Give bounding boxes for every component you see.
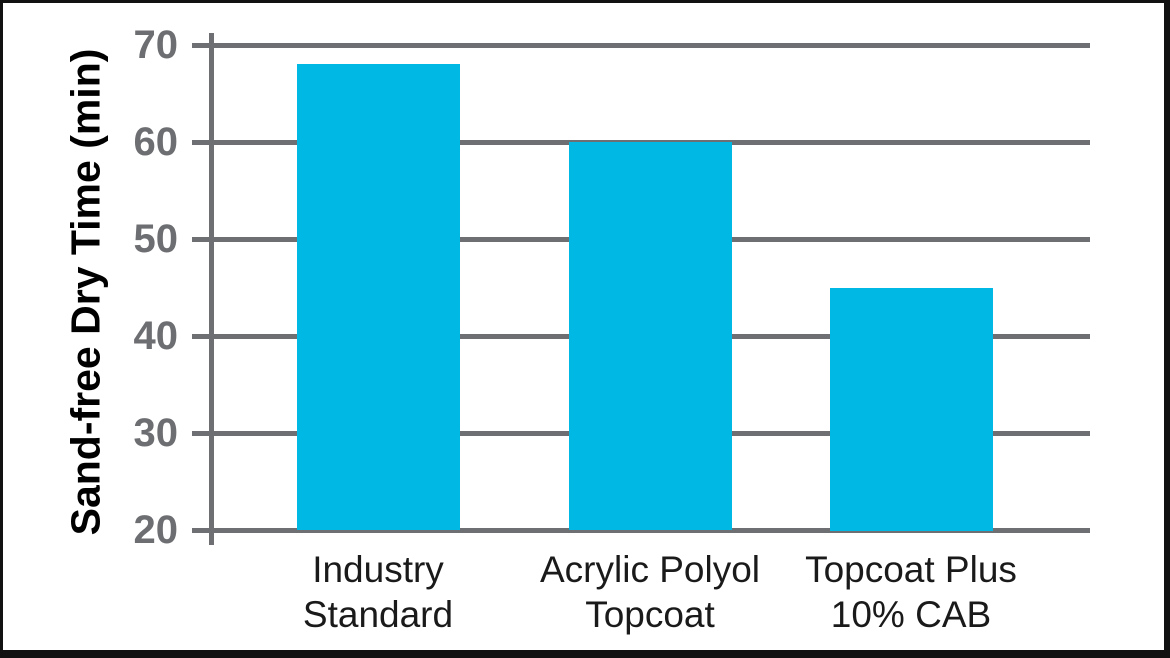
y-axis-title: Sand-free Dry Time (min): [62, 48, 109, 536]
x-category-label-acrylic-polyol-topcoat: Acrylic Polyol Topcoat: [540, 549, 760, 635]
bar-acrylic-polyol-topcoat: [569, 142, 732, 530]
y-axis-line: [209, 33, 214, 545]
x-category-label-topcoat-plus-10-cab: Topcoat Plus 10% CAB: [805, 549, 1017, 635]
y-tick-label-70: 70: [133, 23, 179, 67]
y-tick-label-50: 50: [133, 217, 179, 261]
bar-industry-standard: [297, 64, 460, 530]
x-category-label-industry-standard: Industry Standard: [302, 549, 454, 635]
y-tick-label-40: 40: [133, 314, 179, 358]
y-tick-label-20: 20: [133, 508, 179, 552]
bar-topcoat-plus-10-cab: [830, 288, 993, 531]
y-tick-label-60: 60: [133, 120, 179, 164]
y-tick-label-30: 30: [133, 411, 179, 455]
gridline-20: [192, 528, 1090, 533]
gridline-70: [192, 43, 1090, 48]
